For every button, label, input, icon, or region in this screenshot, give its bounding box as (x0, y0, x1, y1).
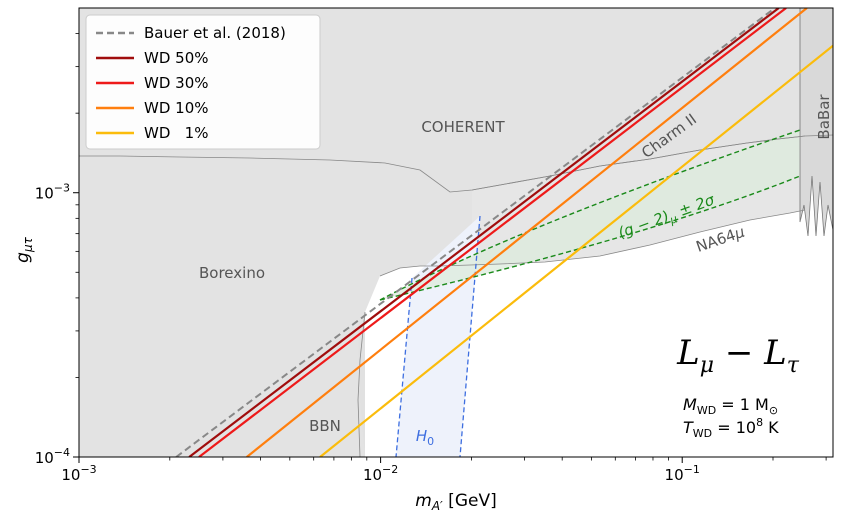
model-label: Lμ − Lτ (676, 333, 800, 378)
mass-value: = 1 M (716, 395, 769, 414)
temp-annotation: TWD = 108 K (683, 416, 779, 440)
gm2-upper-boundary (379, 129, 801, 301)
mass-annotation: MWD = 1 M⊙ (683, 395, 778, 417)
gm2-lower-boundary (379, 175, 801, 301)
y-tick-label-1: 10−3 (35, 182, 70, 203)
temp-sub: WD (693, 427, 712, 440)
gm2-band (380, 130, 800, 300)
series-line-4 (319, 44, 833, 457)
y-tick-label-base-1: 10 (35, 185, 54, 203)
axis-ticks: 10−3 10−2 10−110−410−3 (35, 33, 827, 484)
bbn-boundary (357, 311, 366, 457)
borexino-boundary (379, 265, 440, 277)
borexino-region (79, 156, 472, 457)
model-sub-tau: τ (787, 353, 800, 378)
y-tick-label-exp-0: −4 (54, 446, 70, 459)
x-tick-label-exp-2: −1 (684, 463, 700, 476)
na64-boundary (439, 209, 806, 267)
model-l1: L (676, 333, 700, 373)
h0-left-boundary (395, 277, 413, 457)
region-boundaries (79, 8, 833, 457)
legend: Bauer et al. (2018) WD 50% WD 30% WD 10% WD … (85, 14, 321, 150)
y-tick-label-exp-1: −3 (54, 182, 70, 195)
y-axis-label: gμτ (13, 236, 35, 262)
charm-boundary (471, 135, 806, 191)
series-line-2 (198, 8, 787, 457)
y-tick-label-base-0: 10 (35, 449, 54, 467)
legend-label-2: WD 30% (144, 74, 209, 92)
series-layer (175, 8, 833, 457)
mass-sun: ⊙ (769, 404, 778, 417)
x-tick-label-1: 10−2 (363, 463, 398, 484)
y-axis-label-sub: μτ (21, 236, 35, 253)
temp-symbol: T (683, 418, 694, 437)
y-tick-label-0: 10−4 (35, 446, 70, 467)
x-tick-label-2: 10−1 (665, 463, 700, 484)
x-axis-label-unit: [GeV] (443, 491, 497, 511)
series-line-0 (175, 8, 776, 457)
h0-label: H0 (416, 427, 434, 448)
y-axis-label-base: g (13, 252, 33, 263)
x-tick-label-base-0: 10 (61, 466, 80, 484)
model-minus-l: − L (714, 333, 787, 373)
h0-label-main: H (416, 427, 427, 445)
temp-value: = 10 (712, 418, 756, 437)
x-axis-label: mA′ [GeV] (415, 491, 496, 513)
h0-label-sub: 0 (427, 435, 434, 448)
coherent-label: COHERENT (421, 118, 505, 136)
x-tick-label-base-1: 10 (363, 466, 382, 484)
series-line-1 (188, 8, 780, 457)
babar-label: BaBar (815, 94, 833, 140)
bbn-label: BBN (309, 417, 341, 435)
legend-items: Bauer et al. (2018) WD 50% WD 30% WD 10% WD … (96, 24, 286, 142)
gm2-label-sub: μ (667, 212, 679, 227)
x-tick-label-0: 10−3 (61, 463, 96, 484)
legend-label-4: WD 1% (144, 124, 208, 142)
x-tick-label-exp-1: −2 (382, 463, 398, 476)
legend-label-0: Bauer et al. (2018) (144, 24, 286, 42)
annotations: Lμ − Lτ MWD = 1 M⊙ TWD = 108 K (676, 333, 800, 440)
borexino-label: Borexino (199, 264, 265, 282)
temp-exp: 8 (756, 416, 763, 429)
legend-box (85, 14, 321, 150)
mass-symbol: M (683, 395, 697, 414)
x-axis-label-base: m (415, 491, 432, 511)
mass-sub: WD (697, 404, 716, 417)
legend-label-3: WD 10% (144, 99, 209, 117)
x-axis-label-sub: A′ (431, 499, 443, 513)
legend-label-1: WD 50% (144, 49, 209, 67)
x-tick-label-exp-0: −3 (80, 463, 96, 476)
plot-frame (78, 7, 834, 458)
temp-unit: K (763, 418, 779, 437)
series-line-3 (246, 8, 808, 457)
model-sub-mu: μ (700, 353, 714, 378)
x-tick-label-base-2: 10 (665, 466, 684, 484)
